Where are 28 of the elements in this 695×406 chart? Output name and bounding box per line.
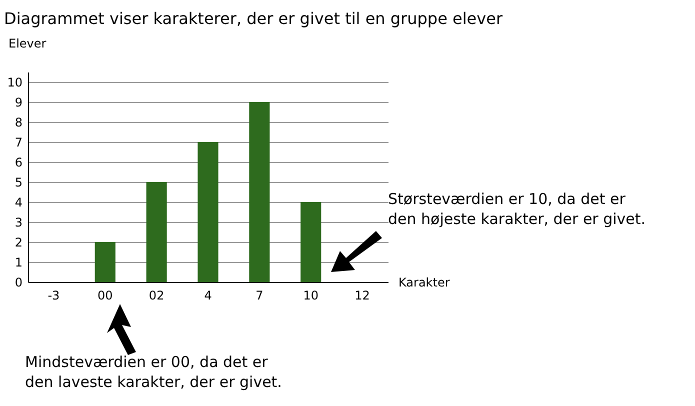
- x-tick-label: 02: [148, 288, 164, 302]
- bar: [146, 182, 167, 282]
- y-tick-label: 3: [14, 216, 22, 230]
- x-tick-label: 4: [204, 288, 212, 302]
- bar: [198, 142, 218, 282]
- y-tick-label: 0: [14, 276, 22, 290]
- y-tick-label: 10: [7, 76, 22, 90]
- text: Mindsteværdien er 00, da det er den laveste karakter, der er givet.: [25, 353, 282, 391]
- x-tick-label: 12: [354, 288, 370, 302]
- y-tick-label: 7: [14, 136, 22, 150]
- y-tick-label: 2: [14, 236, 22, 250]
- x-tick-label: -3: [48, 288, 60, 302]
- annotation: Størsteværdien er 10, da det er den højeste karakter, der er givet.: [388, 190, 646, 228]
- bar: [94, 242, 116, 282]
- bar: [249, 102, 270, 282]
- y-tick-label: 6: [14, 156, 22, 170]
- y-tick-label: 9: [14, 96, 22, 110]
- chart-title: Diagrammet viser karakterer, der er givet til en gruppe elever: [4, 9, 503, 28]
- x-tick-label: 7: [256, 288, 264, 302]
- y-tick-label: 4: [14, 196, 22, 210]
- y-axis-title: Elever: [8, 36, 46, 50]
- x-tick-label: 00: [98, 288, 113, 302]
- x-axis-title: Karakter: [398, 276, 450, 290]
- y-tick-label: 8: [14, 116, 22, 130]
- y-tick-label: 1: [14, 256, 22, 270]
- bar: [300, 202, 322, 282]
- x-tick-label: 10: [303, 288, 318, 302]
- y-tick-label: 5: [14, 176, 22, 190]
